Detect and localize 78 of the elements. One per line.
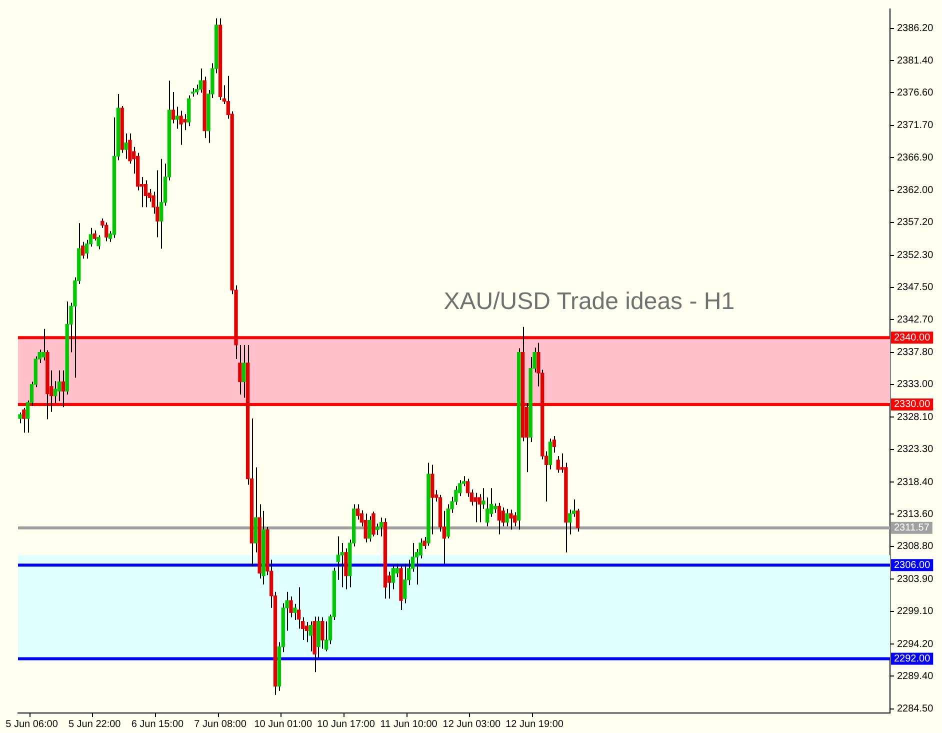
candlestick [61, 370, 65, 408]
y-tick-label: 2337.80 [897, 347, 934, 358]
candlestick [242, 344, 246, 398]
candlestick [513, 512, 517, 527]
candlestick [144, 180, 148, 208]
candlestick [380, 517, 384, 537]
candlestick [308, 620, 312, 652]
y-tick-label: 2303.90 [897, 574, 934, 585]
candlestick [156, 170, 160, 238]
candlestick [505, 508, 509, 527]
candlestick [568, 509, 572, 535]
candlestick [22, 407, 26, 434]
y-tick-label: 2371.70 [897, 120, 934, 132]
candlestick [293, 603, 297, 620]
candlestick [128, 132, 132, 164]
y-tick-label: 2284.50 [897, 704, 934, 715]
candlestick [57, 370, 62, 402]
x-tick-label: 5 Jun 06:00 [6, 718, 58, 730]
ref-line-label: 2292.00 [894, 654, 931, 665]
y-tick-label: 2299.10 [897, 606, 934, 618]
y-tick-label: 2308.80 [897, 541, 934, 552]
candlestick [403, 563, 407, 604]
ref-line-label: 2306.00 [894, 560, 931, 571]
y-tick-label: 2318.40 [897, 476, 934, 488]
y-tick-label: 2323.30 [897, 444, 934, 456]
candlestick [238, 344, 242, 395]
y-tick-label: 2342.70 [897, 314, 934, 326]
candlestick [376, 523, 380, 536]
candlestick [42, 328, 46, 361]
candlestick [175, 106, 179, 130]
ref-line-label: 2330.00 [894, 399, 931, 410]
candlestick [53, 380, 58, 404]
candlestick [497, 502, 501, 535]
y-tick-label: 2289.40 [897, 670, 934, 682]
y-tick-label: 2333.00 [897, 379, 934, 390]
candlestick [179, 110, 183, 146]
x-tick-label: 12 Jun 19:00 [506, 718, 564, 730]
candlestick [297, 586, 301, 630]
candlestick [320, 616, 324, 650]
y-tick-label: 2352.30 [897, 250, 934, 262]
ref-line-label: 2311.57 [894, 522, 930, 534]
x-tick-label: 11 Jun 10:00 [380, 718, 438, 730]
candlestick [336, 536, 340, 580]
candlestick [324, 620, 328, 652]
candlestick [18, 412, 22, 424]
y-tick-label: 2386.20 [897, 23, 934, 34]
x-tick-label: 12 Jun 03:00 [442, 718, 502, 730]
x-tick-label: 10 Jun 01:00 [254, 718, 312, 730]
candlestick [96, 234, 100, 250]
y-tick-label: 2366.90 [897, 152, 934, 164]
candlestick [474, 492, 478, 523]
y-tick-label: 2376.60 [897, 87, 934, 98]
y-tick-label: 2357.20 [897, 217, 934, 228]
y-tick-label: 2313.60 [897, 508, 934, 520]
x-tick-label: 5 Jun 22:00 [68, 718, 122, 730]
candlestick [368, 516, 372, 542]
y-tick-label: 2362.00 [897, 185, 934, 196]
x-tick-label: 10 Jun 17:00 [317, 718, 376, 730]
candlestick [198, 68, 202, 94]
x-tick-label: 7 Jun 08:00 [194, 718, 247, 730]
ref-line-label: 2340.00 [894, 332, 931, 344]
candlestick [509, 509, 513, 530]
y-tick-label: 2381.40 [897, 55, 934, 66]
text: XAU/USD Trade ideas - H1 [444, 288, 735, 316]
candlestick [556, 456, 560, 474]
y-tick-label: 2347.50 [897, 282, 934, 294]
candlestick [124, 132, 128, 160]
candlestick [364, 513, 368, 543]
candlestick [171, 91, 175, 124]
candlestick [194, 84, 199, 96]
candlestick [356, 504, 360, 520]
candlestick [304, 621, 309, 643]
candlestick [104, 222, 108, 242]
candlestick [183, 114, 187, 131]
y-tick-label: 2294.20 [897, 638, 934, 650]
y-tick-label: 2328.10 [897, 412, 934, 423]
x-tick-label: 6 Jun 15:00 [131, 718, 184, 730]
candlestick [160, 158, 164, 250]
